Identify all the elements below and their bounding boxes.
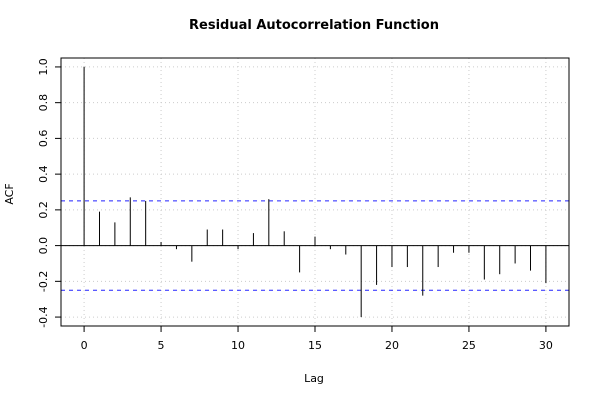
- acf-bars: [83, 66, 547, 318]
- y-tick-label: -0.2: [37, 271, 50, 292]
- plot-frame: [60, 57, 570, 327]
- x-tick-label: 25: [462, 339, 476, 352]
- axes: 0 5 10 15 20 25 30 -0.4 -0.2 0.0 0.2 0.4 0.6 0.8 1.0: [37, 58, 569, 352]
- y-tick-label: 0.8: [37, 94, 50, 112]
- y-tick-label: 1.0: [37, 58, 50, 76]
- x-tick-label: 5: [158, 339, 165, 352]
- x-axis-label: Lag: [304, 372, 324, 385]
- y-tick-label: 0.0: [37, 237, 50, 255]
- grid-lines: [61, 58, 569, 326]
- y-tick-label: 0.6: [37, 130, 50, 148]
- y-tick-label: 0.4: [37, 165, 50, 183]
- y-tick-label: 0.2: [37, 201, 50, 219]
- x-tick-label: 15: [308, 339, 322, 352]
- x-tick-label: 0: [81, 339, 88, 352]
- y-tick-label: -0.4: [37, 306, 50, 327]
- x-tick-label: 10: [231, 339, 245, 352]
- chart-title: Residual Autocorrelation Function: [189, 18, 439, 33]
- x-tick-label: 20: [385, 339, 399, 352]
- x-tick-label: 30: [539, 339, 553, 352]
- y-axis-label: ACF: [3, 183, 16, 204]
